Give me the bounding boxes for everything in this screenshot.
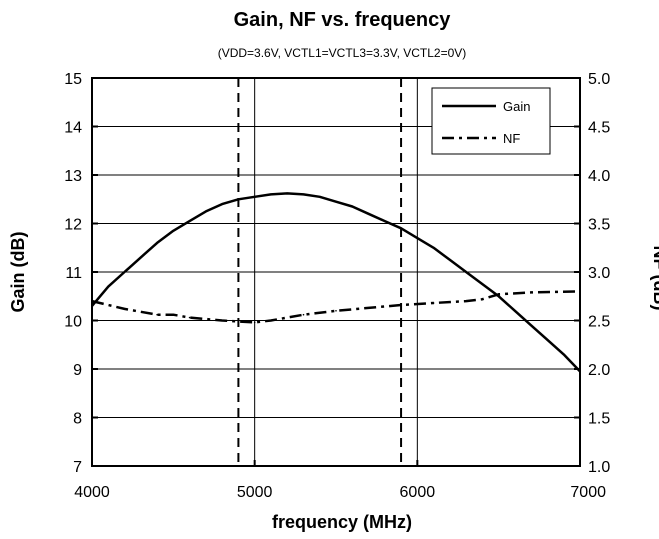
series-point-nf-7 [253,321,256,324]
series-point-nf-11 [367,307,370,309]
series-point-nf-4 [188,316,191,319]
x-tick-label-0: 4000 [74,484,110,501]
series-point-nf-14 [465,300,467,302]
x-axis-ticks: 4000 5000 6000 7000 [74,460,606,501]
series-point-nf-3 [172,313,175,316]
right-axis-label: NF (dB) [650,246,659,311]
series-point-nf-1 [123,308,126,310]
series-point-nf-18 [579,290,581,293]
series-point-gain-9 [237,198,240,201]
left-tick-label-3: 10 [64,314,82,331]
series-point-gain-5 [172,230,175,232]
series-point-gain-14 [318,196,321,198]
left-axis-ticks: 7 8 9 10 11 12 13 14 15 [64,71,98,476]
series-point-gain-25 [497,295,500,298]
legend-label-nf: NF [503,131,520,146]
left-axis-label: Gain (dB) [8,232,28,313]
series-point-gain-11 [270,193,272,196]
left-tick-label-1: 8 [73,411,82,428]
series-point-gain-3 [140,256,142,259]
series-point-nf-8 [270,319,272,322]
series-point-nf-12 [400,304,402,306]
right-tick-label-6: 4.0 [588,168,610,185]
series-point-nf-16 [497,293,500,296]
series-point-gain-4 [156,242,158,244]
x-tick-label-1: 5000 [237,484,273,501]
x-tick-label-2: 6000 [400,484,436,501]
series-point-gain-24 [481,283,484,285]
series-point-gain-27 [530,324,532,327]
series-point-gain-13 [302,193,305,196]
series-point-gain-21 [432,247,435,249]
series-point-gain-8 [221,203,223,205]
series-point-gain-7 [205,210,207,213]
series-point-gain-20 [416,237,419,239]
series-point-nf-6 [237,320,240,323]
series-line-nf [91,290,581,324]
series-point-nf-2 [156,313,158,316]
series-line-gain [91,192,581,373]
series-point-nf-17 [530,291,532,294]
left-tick-label-4: 11 [65,265,82,282]
legend-box [431,87,551,155]
right-tick-label-4: 3.0 [588,265,610,282]
right-tick-label-5: 3.5 [588,217,610,234]
series-point-nf-0 [91,300,93,302]
series-point-gain-30 [579,370,581,373]
series-point-nf-9 [302,313,305,316]
series-point-gain-16 [351,205,354,208]
right-tick-label-1: 1.5 [588,411,610,428]
series-point-nf-15 [481,298,484,301]
right-tick-label-2: 2.0 [588,362,610,379]
series-point-gain-18 [384,220,386,222]
x-axis-label: frequency (MHz) [272,512,412,532]
series-point-gain-10 [253,196,256,198]
legend-label-gain: Gain [503,99,530,114]
series-point-gain-19 [400,227,402,230]
series-point-gain-0 [91,305,93,307]
series-point-gain-28 [546,339,549,341]
right-axis-ticks: 1.0 1.5 2.0 2.5 3.0 3.5 4.0 4.5 5.0 [574,71,610,476]
right-tick-label-3: 2.5 [588,314,610,331]
left-tick-label-0: 7 [73,459,82,476]
left-tick-label-2: 9 [73,362,82,379]
left-tick-label-6: 13 [64,168,82,185]
series-point-gain-1 [107,285,110,288]
series-point-gain-29 [562,353,565,356]
series-point-nf-5 [221,319,223,322]
series-point-gain-23 [465,271,467,273]
series-point-gain-12 [286,192,289,195]
left-tick-label-7: 14 [64,120,82,137]
chart-subtitle: (VDD=3.6V, VCTL1=VCTL3=3.3V, VCTL2=0V) [218,46,467,60]
series-point-gain-6 [188,220,191,222]
vertical-markers [237,78,403,466]
legend: Gain NF [431,87,551,155]
series-point-nf-13 [432,302,435,304]
left-tick-label-8: 15 [64,71,82,88]
series-point-nf-10 [335,310,337,312]
x-tick-label-3: 7000 [570,484,606,501]
chart-title: Gain, NF vs. frequency [234,9,452,31]
left-tick-label-5: 12 [64,217,82,234]
series-layer [91,192,581,373]
right-tick-label-8: 5.0 [588,71,610,88]
series-point-gain-2 [123,271,126,273]
series-point-gain-26 [514,310,516,312]
series-point-gain-17 [367,213,370,215]
series-point-gain-22 [449,259,451,261]
series-point-gain-15 [335,200,337,203]
right-tick-label-0: 1.0 [588,459,610,476]
right-tick-label-7: 4.5 [588,120,610,137]
